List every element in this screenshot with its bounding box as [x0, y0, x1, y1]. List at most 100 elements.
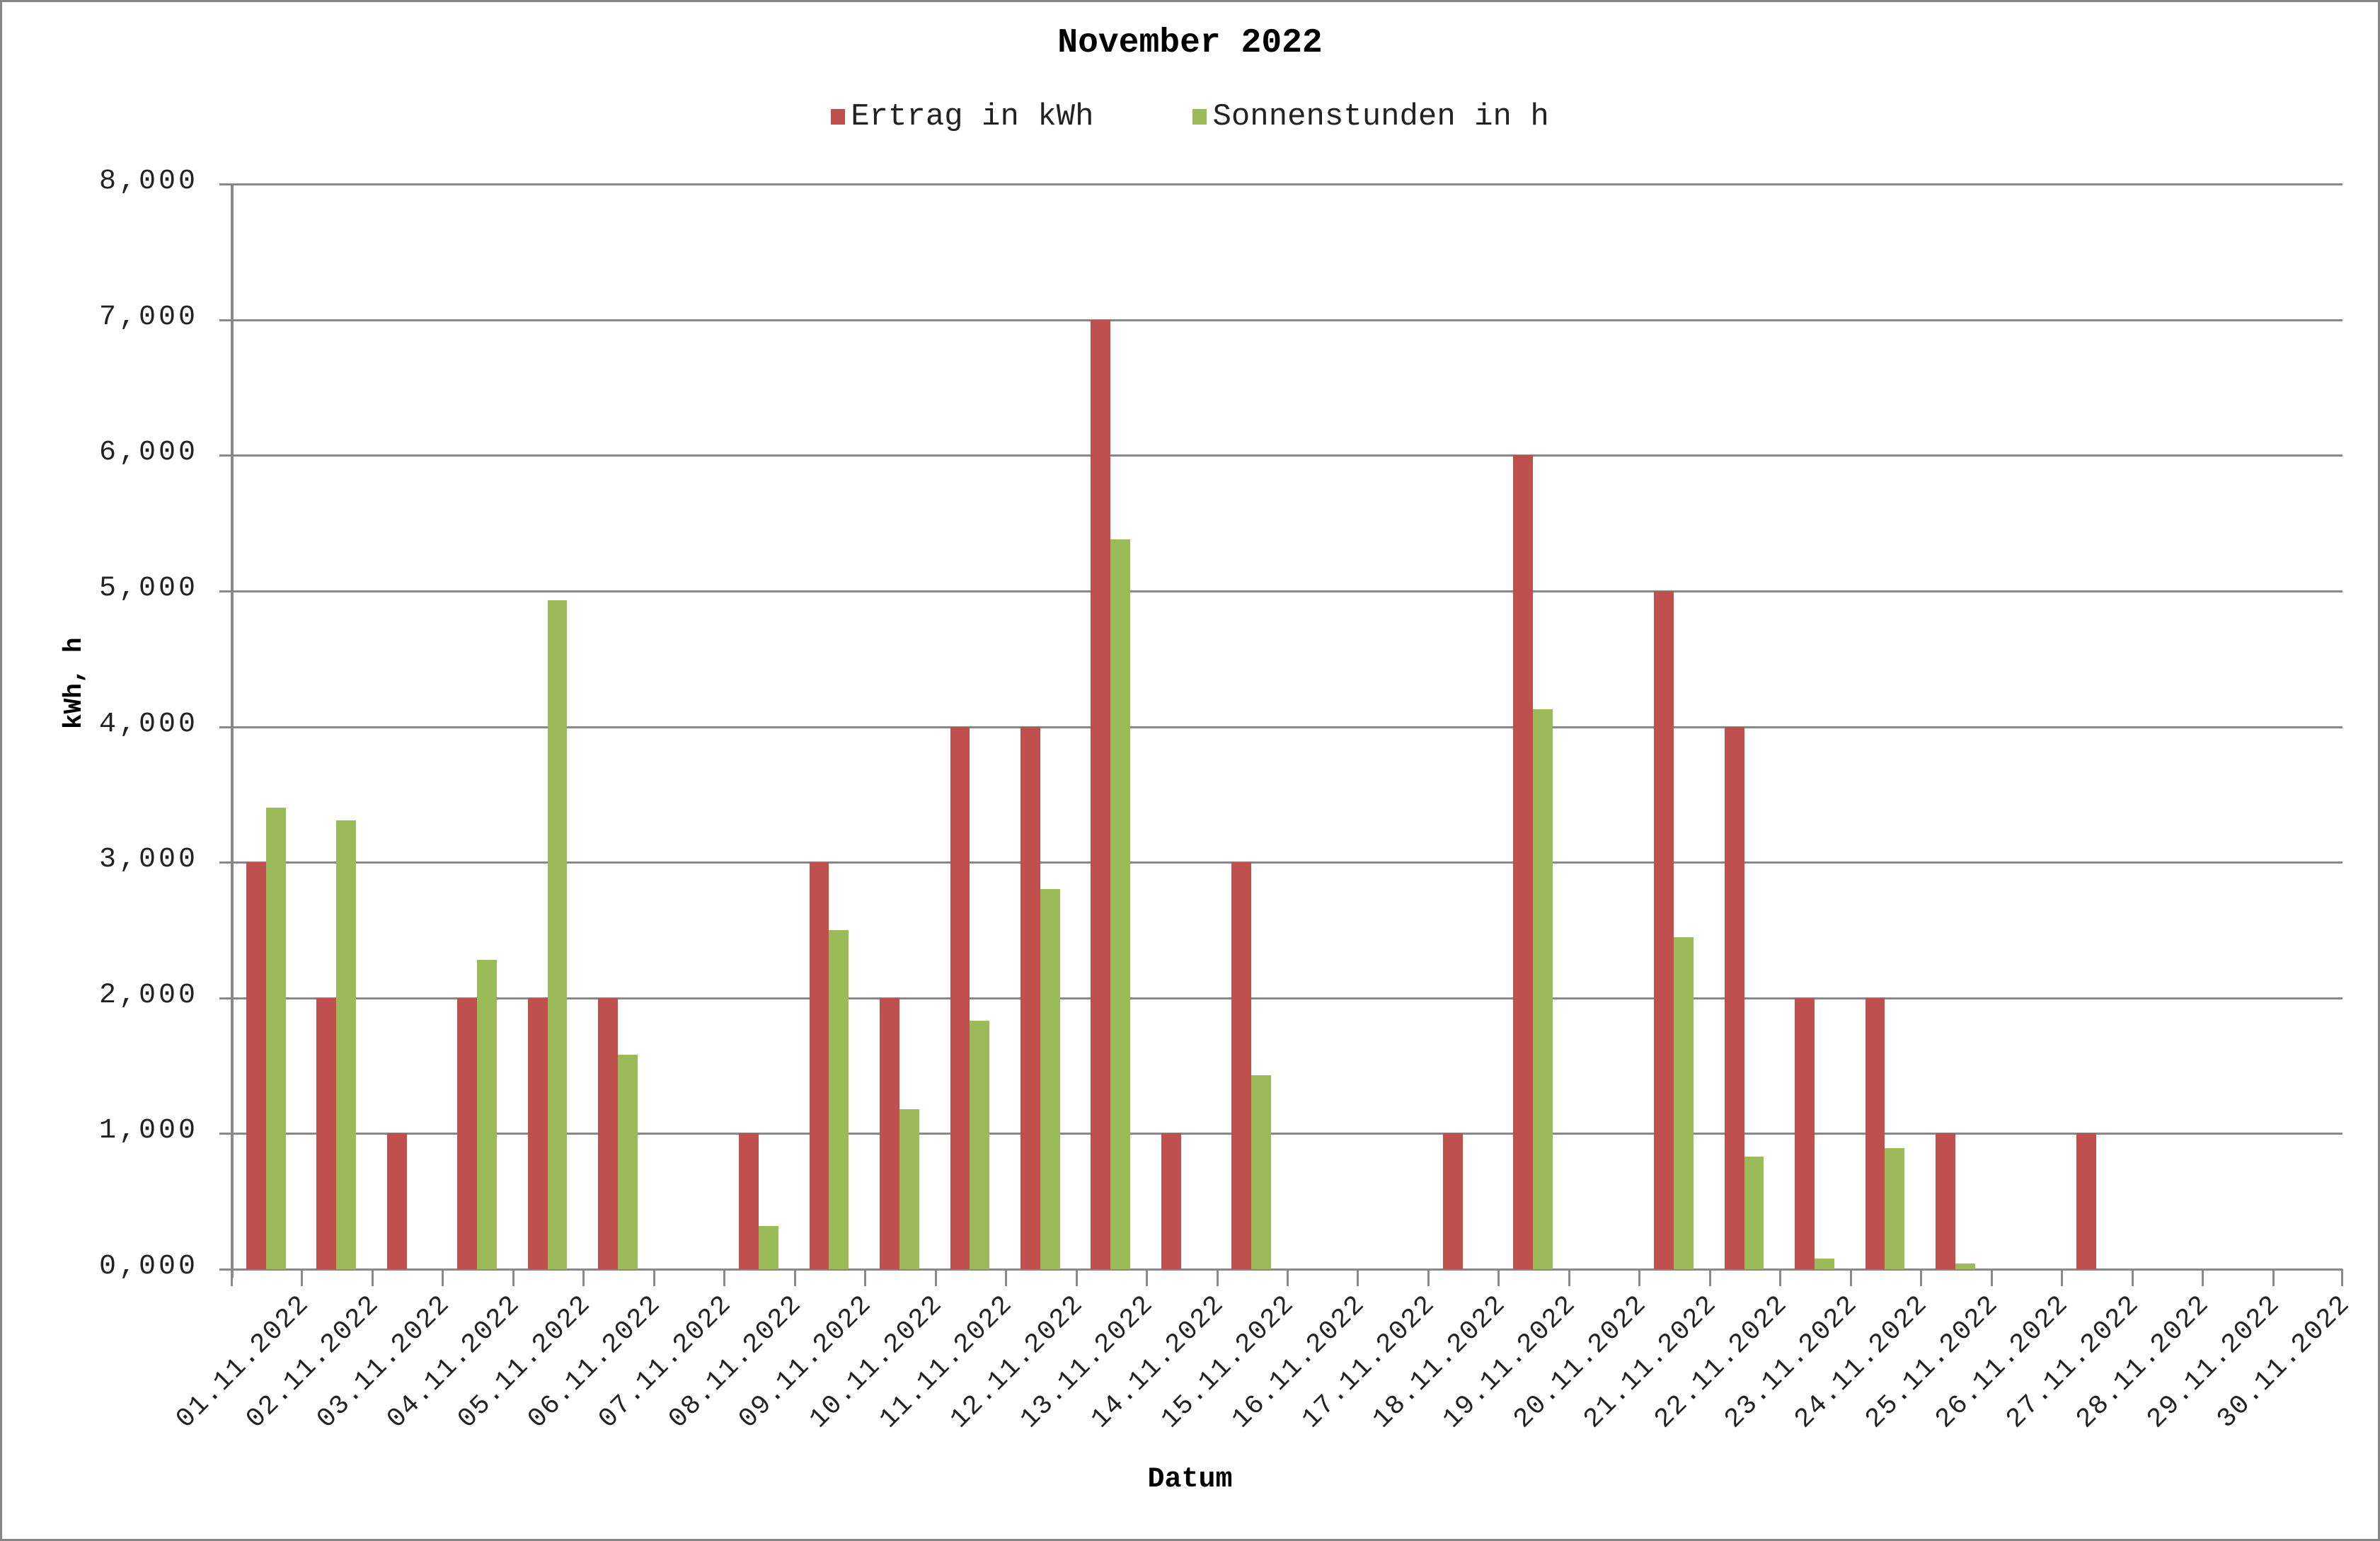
plot-area	[219, 183, 2343, 1286]
x-tick	[1427, 1269, 1430, 1286]
bar-ertrag	[739, 1133, 759, 1269]
x-tick	[2061, 1269, 2064, 1286]
bar-sonnenstunden	[1885, 1148, 1905, 1269]
bar-sonnenstunden	[829, 929, 849, 1269]
legend-swatch-green-icon	[1192, 109, 1207, 125]
bar-ertrag	[880, 997, 899, 1269]
x-axis-title: Datum	[1147, 1464, 1233, 1496]
y-tick-label: 0,000	[98, 1251, 198, 1283]
x-tick	[1920, 1269, 1923, 1286]
bar-ertrag	[246, 862, 266, 1269]
x-tick	[1216, 1269, 1219, 1286]
bar-ertrag	[457, 997, 478, 1269]
bar-sonnenstunden	[759, 1225, 778, 1269]
bar-sonnenstunden	[1744, 1156, 1764, 1269]
bar-ertrag	[1936, 1133, 1955, 1269]
x-tick	[2202, 1269, 2204, 1286]
x-tick	[1568, 1269, 1570, 1286]
x-tick	[1287, 1269, 1289, 1286]
bar-ertrag	[598, 997, 619, 1269]
y-tick-label: 3,000	[98, 844, 198, 876]
gridline	[219, 319, 2342, 321]
bar-sonnenstunden	[265, 808, 286, 1269]
bar-ertrag	[2076, 1133, 2096, 1269]
x-tick	[1497, 1269, 1500, 1286]
bar-ertrag	[1654, 590, 1674, 1269]
x-tick	[723, 1269, 726, 1286]
bar-ertrag	[527, 997, 548, 1269]
x-tick	[653, 1269, 655, 1286]
bar-sonnenstunden	[477, 960, 497, 1269]
x-tick	[231, 1269, 233, 1286]
legend: Ertrag in kWh Sonnenstunden in h	[0, 99, 2380, 134]
x-tick	[793, 1269, 796, 1286]
legend-item-sonnenstunden: Sonnenstunden in h	[1192, 99, 1549, 134]
x-tick	[1849, 1269, 1852, 1286]
x-tick	[864, 1269, 867, 1286]
y-tick-label: 8,000	[98, 166, 198, 197]
x-tick	[934, 1269, 937, 1286]
legend-swatch-red-icon	[831, 109, 846, 125]
bar-ertrag	[386, 1133, 407, 1269]
bar-ertrag	[1231, 862, 1252, 1269]
legend-item-ertrag: Ertrag in kWh	[831, 99, 1093, 134]
bar-sonnenstunden	[899, 1109, 919, 1269]
legend-label: Ertrag in kWh	[851, 99, 1094, 134]
gridline	[219, 997, 2342, 999]
x-tick	[512, 1269, 514, 1286]
bar-ertrag	[316, 997, 337, 1269]
bar-ertrag	[1442, 1133, 1463, 1269]
bar-ertrag	[1161, 1133, 1181, 1269]
x-tick	[1075, 1269, 1078, 1286]
bar-sonnenstunden	[1955, 1264, 1975, 1269]
bar-sonnenstunden	[1815, 1258, 1834, 1269]
bar-ertrag	[1091, 319, 1111, 1269]
x-tick	[371, 1269, 374, 1286]
gridline	[219, 1133, 2342, 1135]
y-tick-label: 2,000	[98, 979, 198, 1012]
y-tick-label: 4,000	[98, 708, 198, 740]
y-tick-label: 6,000	[98, 437, 198, 469]
bar-sonnenstunden	[1251, 1075, 1272, 1269]
x-tick	[582, 1269, 585, 1286]
gridline	[219, 590, 2342, 592]
bar-sonnenstunden	[1674, 936, 1694, 1269]
x-tick	[1357, 1269, 1359, 1286]
bar-ertrag	[1021, 726, 1040, 1269]
bar-ertrag	[950, 726, 970, 1269]
bar-ertrag	[1724, 726, 1744, 1269]
bar-sonnenstunden	[970, 1021, 990, 1269]
gridline	[219, 183, 2342, 185]
y-tick-label: 5,000	[98, 572, 198, 605]
x-tick	[1005, 1269, 1008, 1286]
bar-sonnenstunden	[336, 820, 357, 1269]
bar-sonnenstunden	[618, 1055, 638, 1269]
x-tick	[1779, 1269, 1782, 1286]
y-axis-line	[231, 184, 234, 1278]
gridline	[219, 726, 2342, 728]
x-tick	[301, 1269, 304, 1286]
x-tick	[2131, 1269, 2134, 1286]
bar-ertrag	[1865, 997, 1885, 1269]
x-tick	[1146, 1269, 1149, 1286]
x-tick	[1708, 1269, 1711, 1286]
x-tick	[1990, 1269, 1993, 1286]
gridline	[219, 454, 2342, 457]
chart-title: November 2022	[1057, 24, 1323, 62]
x-tick	[442, 1269, 444, 1286]
gridline	[219, 861, 2342, 864]
bar-ertrag	[809, 862, 829, 1269]
bar-sonnenstunden	[1040, 889, 1060, 1269]
x-tick	[1638, 1269, 1641, 1286]
x-tick	[2272, 1269, 2275, 1286]
bar-ertrag	[1513, 455, 1534, 1269]
y-tick-label: 1,000	[98, 1115, 198, 1147]
gridline	[219, 1268, 2342, 1271]
bar-sonnenstunden	[547, 600, 568, 1269]
legend-label: Sonnenstunden in h	[1212, 99, 1549, 134]
bar-sonnenstunden	[1110, 539, 1131, 1269]
x-tick	[2341, 1269, 2343, 1286]
y-tick-label: 7,000	[98, 301, 198, 333]
bar-sonnenstunden	[1533, 709, 1553, 1269]
